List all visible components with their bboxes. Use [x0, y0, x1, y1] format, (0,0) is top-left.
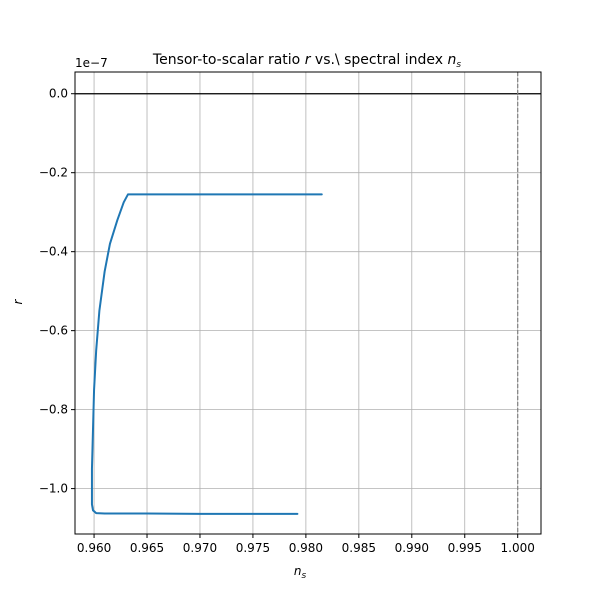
x-tick-label: 0.990 [395, 541, 429, 555]
y-tick-label: −0.8 [39, 403, 68, 417]
title-ns-base: n [448, 52, 457, 68]
y-axis-label: r [11, 298, 25, 304]
x-axis-label-base: n [294, 564, 302, 578]
x-tick-label: 0.965 [130, 541, 164, 555]
y-offset-text: 1e−7 [75, 56, 108, 70]
series-line [90, 193, 323, 515]
y-tick-label: −0.6 [39, 324, 68, 338]
title-ns-sub: s [456, 60, 461, 70]
y-tick-label: −0.4 [39, 245, 68, 259]
axes [74, 71, 542, 535]
data-series [75, 72, 541, 534]
x-axis-label-sub: s [301, 571, 306, 581]
y-tick-label: 0.0 [49, 87, 68, 101]
x-tick-label: 0.970 [183, 541, 217, 555]
title-r-symbol: r [305, 52, 312, 68]
title-prefix: Tensor-to-scalar ratio [152, 52, 305, 68]
y-tick-label: −1.0 [39, 482, 68, 496]
x-axis-label: ns [294, 564, 307, 581]
title-middle: vs.\ spectral index [310, 52, 447, 68]
x-tick-label: 1.000 [501, 541, 535, 555]
x-tick-label: 0.995 [448, 541, 482, 555]
chart-title: Tensor-to-scalar ratio r vs.\ spectral i… [152, 52, 461, 70]
plot-frame [74, 71, 542, 535]
x-tick-label: 0.960 [77, 541, 111, 555]
tick-marks: 0.960 0.965 0.970 0.975 0.980 0.985 0.990 0.995… [39, 87, 535, 555]
x-tick-label: 0.975 [236, 541, 270, 555]
y-tick-label: −0.2 [39, 166, 68, 180]
x-tick-label: 0.980 [289, 541, 323, 555]
grid-lines [75, 72, 541, 534]
x-tick-label: 0.985 [342, 541, 376, 555]
